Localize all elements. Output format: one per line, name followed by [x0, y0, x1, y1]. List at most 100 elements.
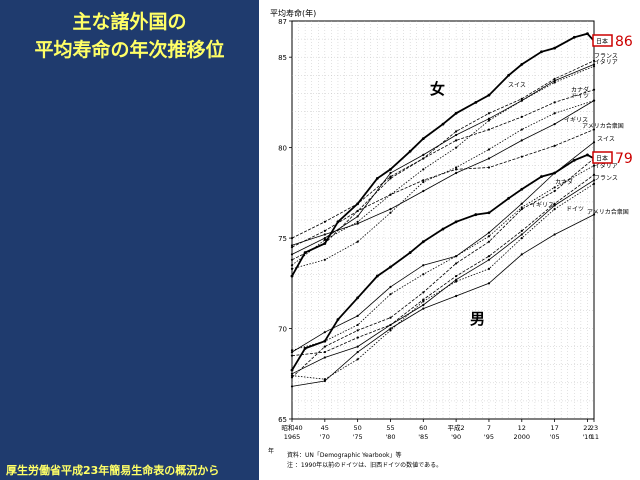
- data-point-male: [356, 336, 359, 339]
- data-point-female: [592, 99, 596, 102]
- data-point-female: [487, 128, 491, 131]
- data-point-female: [553, 112, 556, 115]
- data-point-male: [389, 293, 392, 296]
- data-point-female: [323, 236, 326, 240]
- grid: [292, 21, 594, 419]
- data-point-female: [520, 115, 523, 118]
- x-tick-label-year: '05: [550, 433, 560, 441]
- series-line-male: [291, 153, 595, 371]
- data-point-male: [422, 291, 425, 294]
- highlight-value-male: 79: [615, 151, 633, 167]
- data-point-male: [422, 264, 425, 267]
- data-point-female: [455, 166, 458, 169]
- data-point-male: [290, 350, 294, 354]
- series-line-male: [291, 174, 595, 357]
- data-point-female: [553, 81, 556, 84]
- data-point-female: [553, 79, 556, 82]
- data-point-female: [389, 193, 392, 196]
- data-point-female: [389, 167, 392, 171]
- data-point-female: [422, 189, 425, 193]
- highlight-box-male: [592, 151, 613, 164]
- slide-title: 主な諸外国の 平均寿命の年次推移位: [0, 8, 259, 64]
- data-point-male: [356, 329, 359, 332]
- data-point-male: [455, 294, 458, 298]
- data-point-male: [520, 233, 523, 236]
- data-point-female: [356, 220, 359, 223]
- data-point-female: [487, 166, 491, 169]
- left-panel: 主な諸外国の 平均寿命の年次推移位 厚生労働省平成23年簡易生命表の概況から: [0, 0, 259, 480]
- data-point-male: [455, 255, 458, 258]
- data-point-male: [487, 258, 491, 261]
- data-point-male: [422, 300, 425, 303]
- data-point-male: [520, 253, 523, 256]
- data-point-female: [592, 59, 596, 62]
- data-point-male: [487, 235, 491, 238]
- source-note: 厚生労働省平成23年簡易生命表の概況から: [6, 464, 220, 477]
- x-tick-label-era: 昭和40: [281, 423, 302, 432]
- data-point-female: [455, 139, 458, 142]
- data-point-female: [290, 244, 294, 247]
- x-tick-label-year: '70: [320, 433, 330, 441]
- data-point-female: [474, 101, 478, 104]
- highlight-box-female: [592, 34, 613, 47]
- title-line-1: 主な諸外国の: [72, 11, 187, 33]
- data-point-female: [422, 180, 425, 184]
- data-point-male: [389, 329, 392, 332]
- series-line-male: [291, 165, 595, 351]
- series-label-male: イギリス: [530, 202, 554, 209]
- data-point-female: [487, 93, 491, 97]
- x-tick-label-era: 7: [487, 424, 491, 432]
- data-point-female: [553, 123, 556, 126]
- data-point-male: [455, 278, 458, 281]
- x-tick-label-era: 22: [583, 424, 591, 432]
- series-label-male: イタリア: [594, 162, 618, 170]
- data-point-female: [553, 144, 556, 147]
- data-point-female: [422, 157, 425, 160]
- data-point-male: [356, 296, 360, 300]
- data-point-male: [553, 202, 556, 205]
- x-tick-label-era: 平成2: [448, 423, 465, 432]
- female-group-label: 女: [430, 80, 445, 98]
- data-point-female: [290, 253, 294, 256]
- x-era-note: 年: [268, 447, 274, 455]
- y-axis: 65 70 75 80 85 87: [278, 18, 292, 424]
- data-point-male: [474, 213, 478, 216]
- x-tick-label-era: 45: [321, 424, 329, 432]
- data-point-male: [487, 231, 491, 234]
- male-group-label: 男: [470, 310, 485, 328]
- data-point-male: [553, 208, 556, 211]
- series-line-male: [291, 158, 595, 378]
- data-point-male: [323, 378, 326, 381]
- data-point-female: [290, 258, 294, 261]
- data-point-male: [422, 273, 425, 276]
- y-tick-label: 65: [278, 416, 287, 424]
- series-label-male: アメリカ合衆国: [587, 208, 629, 216]
- data-point-male: [421, 240, 425, 244]
- data-point-male: [487, 255, 491, 258]
- series-label-male: フランス: [594, 175, 618, 182]
- data-point-male: [553, 171, 556, 175]
- data-point-male: [323, 340, 326, 343]
- data-point-male: [356, 345, 359, 348]
- data-point-female: [592, 128, 596, 131]
- series-line-male: [291, 214, 595, 387]
- data-point-male: [290, 385, 294, 388]
- data-point-male: [303, 347, 307, 350]
- data-point-male: [592, 173, 596, 176]
- data-point-male: [290, 349, 294, 352]
- data-point-female: [323, 258, 326, 261]
- data-point-male: [323, 350, 326, 354]
- series-line-female: [291, 32, 595, 277]
- footnote-line-1: 資料：UN「Demographic Yearbook」等: [287, 451, 401, 459]
- data-point-female: [520, 97, 523, 100]
- data-point-female: [487, 119, 491, 122]
- data-point-female: [553, 77, 556, 80]
- data-point-male: [323, 379, 326, 383]
- data-point-female: [441, 122, 445, 126]
- data-point-female: [507, 73, 511, 77]
- series-line-male: [291, 183, 595, 380]
- data-point-male: [422, 307, 425, 310]
- japan-female-highlight: 日本 86: [592, 34, 633, 50]
- data-point-female: [356, 215, 359, 218]
